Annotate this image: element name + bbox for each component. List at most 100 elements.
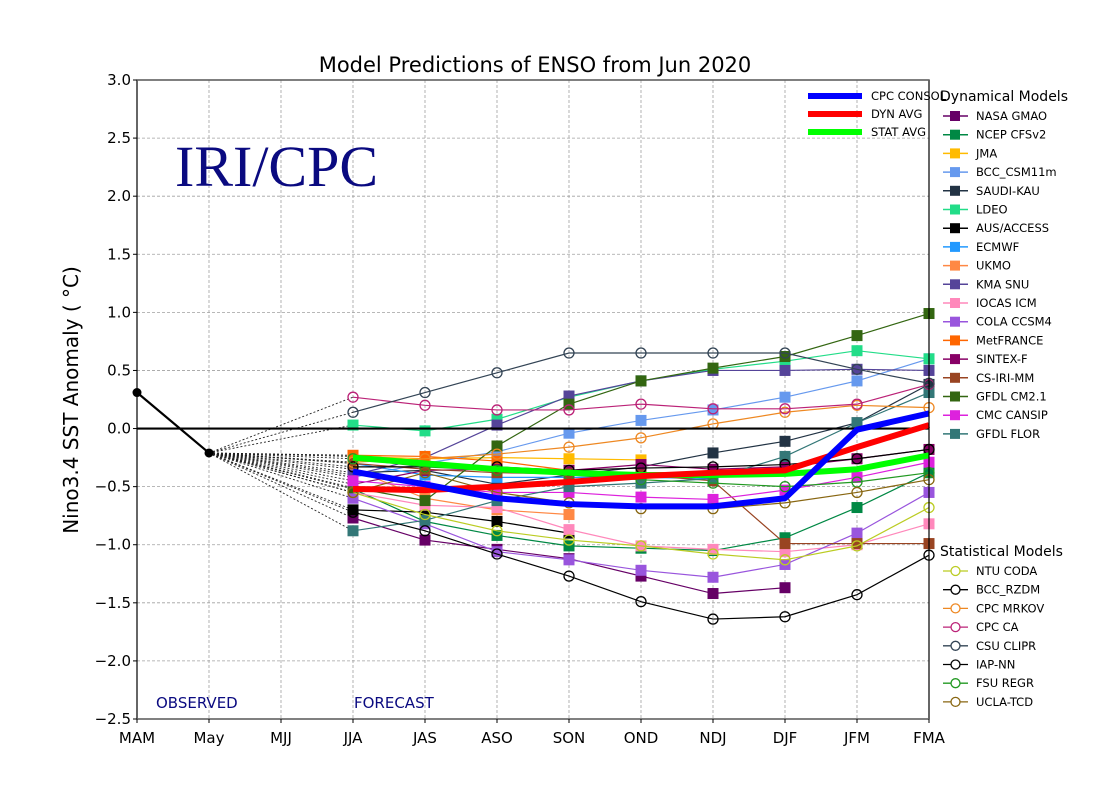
y-tick-label: 3.0 [107, 71, 131, 89]
marker-cola-ccsm4 [635, 564, 647, 576]
marker-bcc-rzdm [707, 613, 719, 625]
marker-bcc-rzdm [779, 611, 791, 623]
marker-ntu-coda [707, 548, 719, 560]
legend-marker-ncep-cfsv2 [950, 129, 960, 140]
marker-sintex-f [779, 461, 791, 473]
legend-label-cs-iri-mm: CS-IRI-MM [976, 371, 1034, 385]
legend-label-ntu-coda: NTU CODA [976, 564, 1037, 578]
legend-marker-gfdl-cm2-1 [950, 391, 960, 402]
marker-ncep-cfsv2 [779, 532, 791, 544]
marker-cpc-ca [851, 398, 863, 410]
y-tick-label: 1.5 [107, 245, 131, 263]
series-line-csu-clipr [352, 352, 930, 413]
marker-gfdl-cm2-1 [851, 330, 863, 342]
marker-cola-ccsm4 [707, 571, 719, 583]
marker-ntu-coda [563, 534, 575, 546]
legend-marker-aus-access [950, 223, 960, 234]
marker-gfdl-flor [347, 525, 359, 537]
legend-label-cpc-mrkov: CPC MRKOV [976, 601, 1044, 615]
legend-label-stat-avg: STAT AVG [871, 125, 926, 139]
plot-area: IRI/CPC OBSERVED FORECAST 3.0 2.5 2.0 1.5 1.… [95, 71, 947, 747]
marker-cs-iri-mm [779, 538, 791, 550]
legend-marker-ntu-coda [950, 565, 961, 577]
marker-csu-clipr [347, 406, 359, 418]
marker-cpc-ca [635, 398, 647, 410]
marker-cpc-ca [563, 404, 575, 416]
marker-nasa-gmao [347, 512, 359, 524]
statistical-models-header: Statistical Models [940, 544, 1063, 560]
marker-gfdl-flor [779, 450, 791, 462]
legend-label-metfrance: MetFRANCE [976, 333, 1043, 347]
marker-ucla-tcd [419, 467, 431, 479]
marker-ucla-tcd [347, 486, 359, 499]
marker-bcc-csm11m [779, 391, 791, 403]
legend-marker-sintex-f [950, 354, 960, 365]
marker-gfdl-flor [419, 514, 431, 526]
marker-sintex-f [635, 459, 647, 471]
marker-csu-clipr [707, 347, 719, 359]
marker-cs-iri-mm [851, 538, 863, 550]
legend-marker-ucla-tcd [950, 696, 961, 708]
legend-label-saudi-kau: SAUDI-KAU [976, 184, 1040, 198]
x-tick-label: ASO [481, 729, 513, 747]
x-tick-label: DJF [773, 729, 798, 747]
marker-ntu-coda [419, 508, 431, 521]
marker-ncep-cfsv2 [851, 502, 863, 514]
fan-connector-line [208, 452, 354, 489]
marker-iocas-icm [779, 546, 791, 558]
model-legend: Dynamical Models Statistical Models NASA… [940, 89, 1068, 709]
marker-cmc-cansip [563, 486, 575, 498]
legend-marker-csu-clipr [950, 640, 961, 651]
y-tick-label: 0.0 [107, 420, 131, 438]
legend-label-jma: JMA [975, 146, 997, 160]
marker-csu-clipr [491, 367, 503, 379]
series-line-cpc-mrkov [352, 404, 930, 463]
legend-marker-jma [950, 148, 960, 159]
legend-marker-bcc-rzdm [950, 584, 961, 595]
marker-iocas-icm [563, 524, 575, 536]
observed-point [204, 448, 214, 458]
y-tick-label: −1.0 [95, 536, 131, 554]
legend-label-nasa-gmao: NASA GMAO [976, 109, 1047, 123]
dynamical-models-header: Dynamical Models [940, 89, 1068, 105]
marker-ntu-coda [491, 525, 503, 537]
marker-cmc-cansip [707, 493, 719, 505]
marker-bcc-rzdm [491, 548, 503, 560]
legend-label-csu-clipr: CSU CLIPR [976, 639, 1036, 653]
marker-fsu-regr [707, 477, 719, 489]
series-line-metfrance [352, 454, 570, 471]
marker-metfrance [347, 449, 359, 461]
marker-ldeo [851, 345, 863, 357]
legend-marker-ukmo [950, 260, 960, 271]
fan-connector-line [208, 452, 354, 499]
marker-bcc-rzdm [635, 596, 647, 608]
marker-metfrance [419, 450, 431, 462]
marker-bcc-csm11m [851, 375, 863, 387]
marker-ldeo [491, 413, 503, 425]
marker-cpc-mrkov [491, 448, 503, 460]
marker-bcc-csm11m [491, 446, 503, 458]
marker-cola-ccsm4 [491, 546, 503, 558]
fan-connector-line [208, 452, 354, 460]
marker-cpc-mrkov [563, 441, 575, 453]
series-line-bcc-rzdm [352, 511, 930, 620]
marker-nasa-gmao [707, 588, 719, 600]
x-tick-label: JJA [343, 729, 364, 747]
legend-marker-bcc-csm11m [950, 167, 960, 178]
legend-label-ucla-tcd: UCLA-TCD [976, 695, 1033, 709]
legend-marker-cmc-cansip [950, 410, 960, 421]
marker-cpc-ca [491, 404, 503, 416]
marker-cola-ccsm4 [563, 554, 575, 566]
legend-label-bcc-csm11m: BCC_CSM11m [976, 165, 1057, 179]
marker-kma-snu [779, 364, 791, 376]
marker-fsu-regr [779, 480, 791, 493]
y-tick-label: 2.5 [107, 129, 131, 147]
legend-label-ldeo: LDEO [976, 203, 1008, 217]
legend-label-gfdl-flor: GFDL FLOR [976, 427, 1040, 441]
marker-kma-snu [491, 419, 503, 431]
fan-connector-line [208, 452, 354, 485]
fan-connector-line [208, 452, 354, 493]
forecast-label: FORECAST [354, 694, 435, 712]
marker-cpc-mrkov [779, 406, 791, 418]
